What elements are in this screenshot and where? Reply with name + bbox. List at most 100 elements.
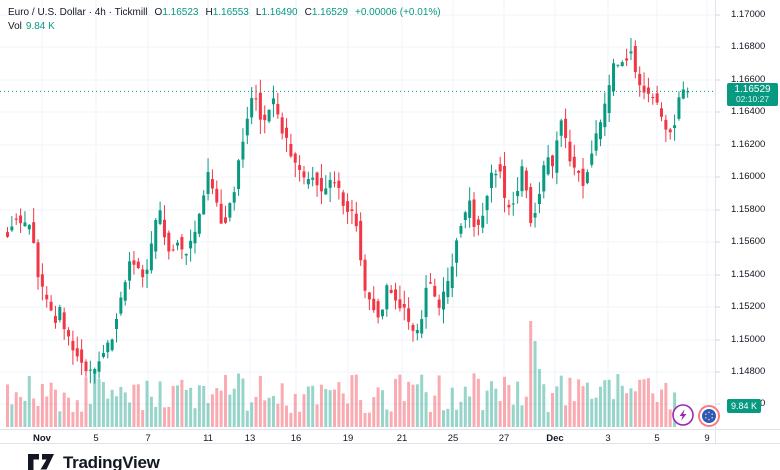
candle-body (585, 172, 589, 184)
candle-body (407, 308, 411, 322)
volume-bar (167, 406, 171, 427)
volume-bar (537, 369, 541, 427)
volume-bar (149, 396, 153, 427)
candle-body (241, 141, 245, 160)
time-axis-label: 27 (498, 433, 510, 444)
volume-bar (542, 384, 546, 427)
candle-body (468, 200, 472, 218)
candle-body (577, 170, 581, 173)
tradingview-logo[interactable]: TradingView (27, 453, 160, 470)
time-axis-label: 7 (145, 433, 151, 444)
candle-body (564, 118, 568, 139)
volume-bar (171, 386, 175, 427)
candle-body (686, 91, 690, 93)
volume-bar (424, 392, 428, 427)
candle-body (215, 188, 219, 203)
volume-bar (485, 390, 489, 427)
volume-bar (128, 402, 132, 427)
symbol-title[interactable]: Euro / U.S. Dollar · 4h · Tickmill (8, 7, 148, 18)
candle-body (184, 253, 188, 256)
candle-body (119, 297, 123, 314)
volume-bar (442, 410, 445, 427)
volume-bar (407, 381, 411, 427)
volume-bar (258, 375, 262, 427)
volume-bar (533, 341, 537, 427)
volume-bar (245, 410, 249, 427)
volume-bar (450, 387, 454, 427)
candle-body (476, 219, 480, 225)
candle-body (551, 155, 554, 167)
ohlc-close-value: 1.16529 (311, 7, 348, 18)
time-axis-label: Dec (546, 433, 564, 444)
candle-body (346, 201, 350, 212)
candle-body (620, 62, 624, 67)
volume-bar (529, 321, 533, 427)
candle-body (485, 195, 489, 211)
candle-body (6, 232, 9, 237)
candle-body (180, 237, 184, 250)
candle-body (206, 172, 210, 195)
candle-body (616, 64, 620, 66)
candle-body (559, 120, 563, 136)
candle-body (232, 192, 236, 203)
candle-body (668, 129, 672, 133)
exchange-label: Tickmill (114, 7, 148, 18)
economic-event-marker[interactable] (697, 404, 721, 428)
volume-bar (564, 405, 568, 427)
volume-bar (32, 398, 36, 427)
volume-bar (254, 396, 258, 427)
volume-bar (411, 384, 415, 427)
volume-bar (446, 408, 450, 427)
volume-bar (302, 394, 306, 427)
volume-bar (197, 385, 201, 427)
candle-body (607, 85, 611, 114)
candle-body (298, 165, 302, 170)
candle-body (629, 51, 633, 54)
candle-body (385, 285, 389, 310)
volume-bar (224, 375, 227, 427)
candle-body (84, 361, 88, 372)
candle-body (289, 143, 293, 157)
last-price-badge: 1.16529 02:10:27 (727, 83, 778, 107)
candle-body (411, 324, 415, 331)
volume-bar (607, 379, 611, 427)
volume-bar (289, 412, 293, 427)
time-axis-label: 16 (290, 433, 302, 444)
candle-body (498, 164, 502, 172)
candle-body (245, 118, 249, 136)
candle-body (141, 269, 145, 278)
volume-bar (668, 409, 672, 427)
volume-bar (481, 410, 485, 427)
volume-bar (267, 397, 271, 427)
volume-bar (45, 396, 49, 427)
candle-body (132, 260, 136, 265)
volume-bar (603, 380, 607, 427)
volume-bar (324, 389, 328, 427)
time-axis-label: 5 (93, 433, 99, 444)
candle-body (442, 291, 445, 310)
volume-bar (459, 401, 463, 427)
candle-body (542, 165, 546, 192)
volume-bar (101, 381, 105, 427)
volume-bar (228, 394, 232, 427)
volume-bar (319, 384, 323, 427)
candle-body (446, 280, 450, 298)
volume-bar (394, 378, 398, 427)
price-axis-label: 1.15000 (731, 334, 766, 345)
candle-body (311, 177, 315, 180)
volume-bar (62, 392, 66, 427)
candle-body (625, 58, 629, 61)
volume-bar (75, 400, 79, 427)
candle-body (555, 140, 559, 173)
candle-body (49, 301, 53, 311)
volume-bar (23, 400, 27, 427)
candle-body (651, 97, 655, 99)
volume-bar (132, 384, 136, 427)
volume-bar (154, 406, 158, 427)
candle-body (673, 125, 677, 129)
boost-button[interactable] (671, 403, 695, 427)
eu-flag-icon (698, 405, 720, 427)
candle-body (341, 192, 345, 206)
candle-body (324, 188, 328, 195)
